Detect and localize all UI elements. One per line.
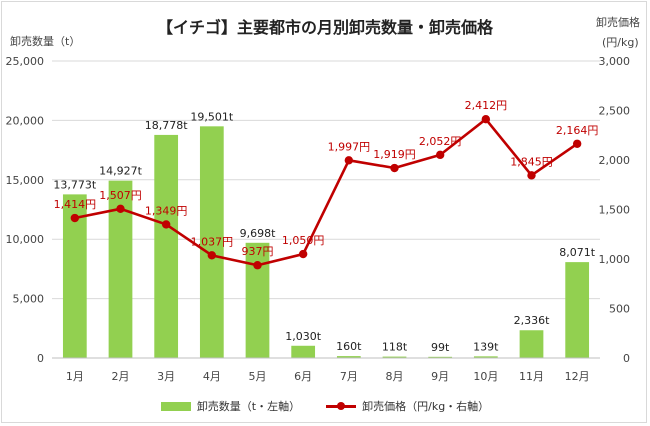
bar bbox=[428, 356, 453, 358]
y-tick-label: 5,000 bbox=[13, 293, 45, 306]
x-tick-label: 6月 bbox=[294, 370, 312, 383]
price-data-label: 1,349円 bbox=[145, 204, 188, 217]
bar bbox=[565, 262, 590, 358]
price-point bbox=[116, 204, 125, 214]
bar bbox=[519, 330, 544, 358]
x-tick-label: 1月 bbox=[66, 370, 84, 383]
x-tick-label: 12月 bbox=[565, 370, 590, 383]
bar bbox=[473, 356, 498, 358]
price-point bbox=[344, 156, 354, 165]
x-tick-label: 10月 bbox=[473, 370, 498, 383]
price-point bbox=[481, 115, 491, 124]
y2-tick-label: 1,000 bbox=[599, 253, 631, 266]
y2-tick-label: 2,000 bbox=[599, 154, 631, 167]
price-data-label: 1,997円 bbox=[328, 140, 371, 153]
bar-data-label: 9,698t bbox=[240, 227, 276, 240]
bar bbox=[336, 356, 361, 358]
y-tick-label: 15,000 bbox=[6, 174, 45, 187]
legend-label-price: 卸売価格（円/kg・右軸） bbox=[362, 400, 490, 413]
bar bbox=[199, 126, 224, 358]
price-point bbox=[161, 220, 171, 229]
bar bbox=[62, 194, 87, 358]
y2-tick-label: 500 bbox=[609, 303, 630, 316]
price-point bbox=[435, 150, 445, 160]
x-tick-label: 4月 bbox=[203, 370, 221, 383]
price-data-label: 937円 bbox=[242, 245, 274, 258]
bar bbox=[108, 180, 133, 358]
x-tick-label: 5月 bbox=[249, 370, 267, 383]
y2-tick-label: 2,500 bbox=[599, 105, 631, 118]
right-axis-unit: (円/kg) bbox=[602, 36, 639, 49]
x-tick-label: 9月 bbox=[431, 370, 449, 383]
bar bbox=[382, 356, 407, 358]
legend: 卸売数量（t・左軸） 卸売価格（円/kg・右軸） bbox=[0, 398, 650, 414]
legend-swatch-bar bbox=[160, 401, 191, 411]
bar bbox=[291, 345, 316, 358]
price-line bbox=[74, 117, 578, 267]
y-tick-label: 25,000 bbox=[6, 55, 45, 68]
y2-tick-label: 0 bbox=[623, 352, 630, 365]
price-data-label: 2,052円 bbox=[419, 135, 462, 148]
price-point bbox=[253, 261, 262, 270]
y2-tick-label: 1,500 bbox=[599, 204, 631, 217]
legend-item-price: 卸売価格（円/kg・右軸） bbox=[326, 398, 489, 414]
legend-item-quantity: 卸売数量（t・左軸） bbox=[160, 398, 301, 414]
x-tick-label: 8月 bbox=[386, 370, 404, 383]
x-tick-label: 11月 bbox=[519, 370, 544, 383]
bar-data-label: 14,927t bbox=[99, 165, 142, 178]
price-data-label: 1,050円 bbox=[282, 234, 325, 247]
bar-data-label: 160t bbox=[336, 340, 362, 353]
bar-data-label: 2,336t bbox=[514, 314, 550, 327]
bar-data-label: 99t bbox=[431, 341, 450, 354]
bar-data-label: 18,778t bbox=[145, 119, 188, 132]
price-data-label: 1,919円 bbox=[373, 148, 416, 161]
price-point bbox=[572, 139, 582, 148]
bar-data-label: 1,030t bbox=[285, 330, 321, 343]
price-point bbox=[70, 213, 80, 223]
price-point bbox=[390, 163, 399, 173]
bar bbox=[154, 134, 179, 358]
bar-data-label: 19,501t bbox=[190, 110, 233, 123]
y-tick-label: 0 bbox=[37, 352, 44, 365]
price-data-label: 2,412円 bbox=[465, 99, 508, 112]
y-tick-label: 10,000 bbox=[6, 233, 45, 246]
bar-data-label: 8,071t bbox=[559, 246, 595, 259]
bar-data-label: 139t bbox=[473, 340, 499, 353]
left-axis-label: 卸売数量（t） bbox=[10, 35, 81, 48]
bar-data-label: 13,773t bbox=[53, 178, 96, 191]
x-tick-label: 2月 bbox=[112, 370, 130, 383]
x-tick-label: 3月 bbox=[157, 370, 175, 383]
legend-label-quantity: 卸売数量（t・左軸） bbox=[196, 400, 301, 413]
bar bbox=[245, 242, 270, 358]
price-data-label: 1,845円 bbox=[510, 155, 553, 168]
x-tick-label: 7月 bbox=[340, 370, 358, 383]
bar-data-label: 118t bbox=[382, 341, 408, 354]
y-tick-label: 20,000 bbox=[6, 114, 45, 127]
price-data-label: 1,037円 bbox=[191, 235, 234, 248]
right-axis-label: 卸売価格 bbox=[596, 16, 640, 29]
legend-swatch-line bbox=[326, 401, 357, 411]
price-data-label: 1,414円 bbox=[54, 198, 97, 211]
chart-title: 【イチゴ】主要都市の月別卸売数量・卸売価格 bbox=[156, 18, 493, 37]
price-point bbox=[527, 171, 536, 180]
price-point bbox=[298, 249, 308, 259]
y2-tick-label: 3,000 bbox=[599, 55, 631, 68]
price-data-label: 1,507円 bbox=[99, 189, 142, 202]
price-point bbox=[207, 251, 217, 260]
price-data-label: 2,164円 bbox=[556, 124, 599, 137]
